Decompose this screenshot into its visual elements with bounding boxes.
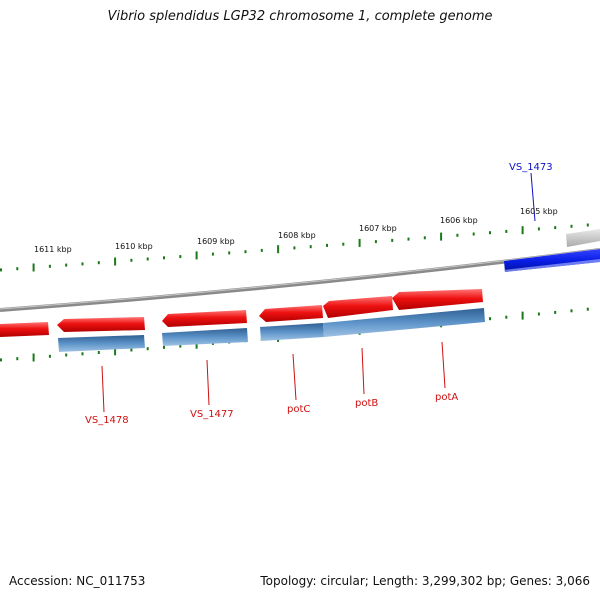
upper-scale-minor-tick xyxy=(163,256,165,260)
upper-scale-minor-tick xyxy=(260,248,263,252)
map-title: Vibrio splendidus LGP32 chromosome 1, co… xyxy=(107,9,493,24)
upper-scale-major-tick xyxy=(521,226,524,235)
upper-scale-minor-tick xyxy=(0,268,2,272)
upper-scale-minor-tick xyxy=(228,251,231,255)
lower-scale-major-tick xyxy=(32,353,35,362)
upper-scale-major-tick xyxy=(440,232,443,241)
upper-scale-major-tick xyxy=(195,251,198,260)
upper-scale-major-tick xyxy=(358,238,361,247)
upper-scale-minor-tick xyxy=(505,229,508,233)
tick-label-1610: 1610 kbp xyxy=(115,242,153,251)
upper-scale-minor-tick xyxy=(244,250,247,254)
lower-scale-major-tick xyxy=(521,311,524,320)
lower-scale-major-tick xyxy=(195,340,198,349)
upper-scale-minor-tick xyxy=(293,246,296,250)
upper-scale-minor-tick xyxy=(309,245,312,249)
gene-vs1477-block[interactable] xyxy=(162,310,247,327)
gene-label-pota[interactable]: potA xyxy=(435,392,458,403)
upper-scale-minor-tick xyxy=(586,223,589,227)
lower-scale-minor-tick xyxy=(179,344,182,348)
kbp-labels: 1611 kbp 1610 kbp 1609 kbp 1608 kbp 1607… xyxy=(34,207,558,254)
upper-scale-minor-tick xyxy=(374,240,377,244)
lower-scale-minor-tick xyxy=(489,317,491,321)
gene-vs1478-block[interactable] xyxy=(57,317,145,332)
genome-summary-text: Topology: circular; Length: 3,299,302 bp… xyxy=(260,574,590,588)
lower-scale-minor-tick xyxy=(586,307,589,311)
gene-labels: VS_1478 VS_1477 potC potB potA VS_1473 xyxy=(85,162,553,426)
lower-scale-minor-tick xyxy=(570,309,573,313)
upper-scale-minor-tick xyxy=(570,224,573,228)
lower-scale-minor-tick xyxy=(537,312,540,316)
lower-scale-minor-tick xyxy=(48,354,51,358)
tick-label-1611: 1611 kbp xyxy=(34,245,72,254)
gene-label-potb[interactable]: potB xyxy=(355,398,378,409)
upper-scale-minor-tick xyxy=(130,258,133,262)
upper-scale-minor-tick xyxy=(48,264,51,268)
lower-scale-minor-tick xyxy=(97,351,100,354)
lower-scale-minor-tick xyxy=(505,315,508,319)
cds-vs1477-block[interactable] xyxy=(162,328,248,346)
cds-potab-block[interactable] xyxy=(323,308,485,337)
gene-grey-block[interactable] xyxy=(566,229,600,247)
upper-scale-minor-tick xyxy=(65,263,68,267)
upper-scale-minor-tick xyxy=(554,226,557,230)
upper-scale-minor-tick xyxy=(326,243,328,247)
upper-scale-minor-tick xyxy=(537,227,540,231)
upper-scale-minor-tick xyxy=(456,233,459,237)
upper-scale-minor-tick xyxy=(179,255,182,259)
upper-scale-major-tick xyxy=(114,257,117,266)
upper-scale-major-tick xyxy=(32,263,35,272)
tick-label-1608: 1608 kbp xyxy=(278,231,316,240)
genome-backbone-highlight xyxy=(0,248,600,310)
lower-scale-minor-tick xyxy=(163,345,165,349)
gene-block-left-edge[interactable] xyxy=(0,322,49,337)
upper-scale-minor-tick xyxy=(146,257,149,261)
genome-backbone xyxy=(0,248,600,312)
lower-scale-minor-tick xyxy=(81,352,84,356)
tick-label-1609: 1609 kbp xyxy=(197,237,235,246)
gene-label-vs1478[interactable]: VS_1478 xyxy=(85,415,129,426)
upper-scale-minor-tick xyxy=(211,252,214,256)
upper-scale-minor-tick xyxy=(472,232,475,236)
lower-scale-minor-tick xyxy=(0,358,2,362)
lower-scale-minor-tick xyxy=(146,347,149,351)
upper-scale-minor-tick xyxy=(489,231,491,235)
gene-potb-block[interactable] xyxy=(323,296,393,318)
lower-scale-minor-tick xyxy=(130,348,133,352)
upper-scale-minor-tick xyxy=(391,238,394,242)
gene-potc-block[interactable] xyxy=(259,305,323,322)
tick-label-1605: 1605 kbp xyxy=(520,207,558,216)
gene-label-potc[interactable]: potC xyxy=(287,404,310,415)
gene-label-vs1473[interactable]: VS_1473 xyxy=(509,162,553,173)
upper-scale-major-tick xyxy=(277,245,280,254)
gene-pota-block[interactable] xyxy=(392,289,483,310)
upper-scale-minor-tick xyxy=(97,261,100,265)
upper-scale-minor-tick xyxy=(407,237,410,241)
lower-scale-major-tick xyxy=(114,347,117,356)
label-leaders xyxy=(101,172,536,413)
upper-scale-minor-tick xyxy=(423,236,426,240)
tick-label-1607: 1607 kbp xyxy=(359,224,397,233)
upper-scale-track xyxy=(0,223,589,272)
lower-scale-minor-tick xyxy=(65,353,68,357)
lower-scale-minor-tick xyxy=(16,357,19,361)
cds-potc-block[interactable] xyxy=(260,323,324,341)
upper-scale-minor-tick xyxy=(81,262,84,266)
accession-text: Accession: NC_011753 xyxy=(9,574,146,588)
lower-scale-minor-tick xyxy=(554,310,557,314)
cds-vs1478-block[interactable] xyxy=(58,335,145,352)
upper-scale-minor-tick xyxy=(16,267,19,271)
tick-label-1606: 1606 kbp xyxy=(440,216,478,225)
gene-label-vs1477[interactable]: VS_1477 xyxy=(190,409,234,420)
gene-vs1473-block[interactable] xyxy=(504,249,600,272)
upper-scale-minor-tick xyxy=(342,242,345,246)
